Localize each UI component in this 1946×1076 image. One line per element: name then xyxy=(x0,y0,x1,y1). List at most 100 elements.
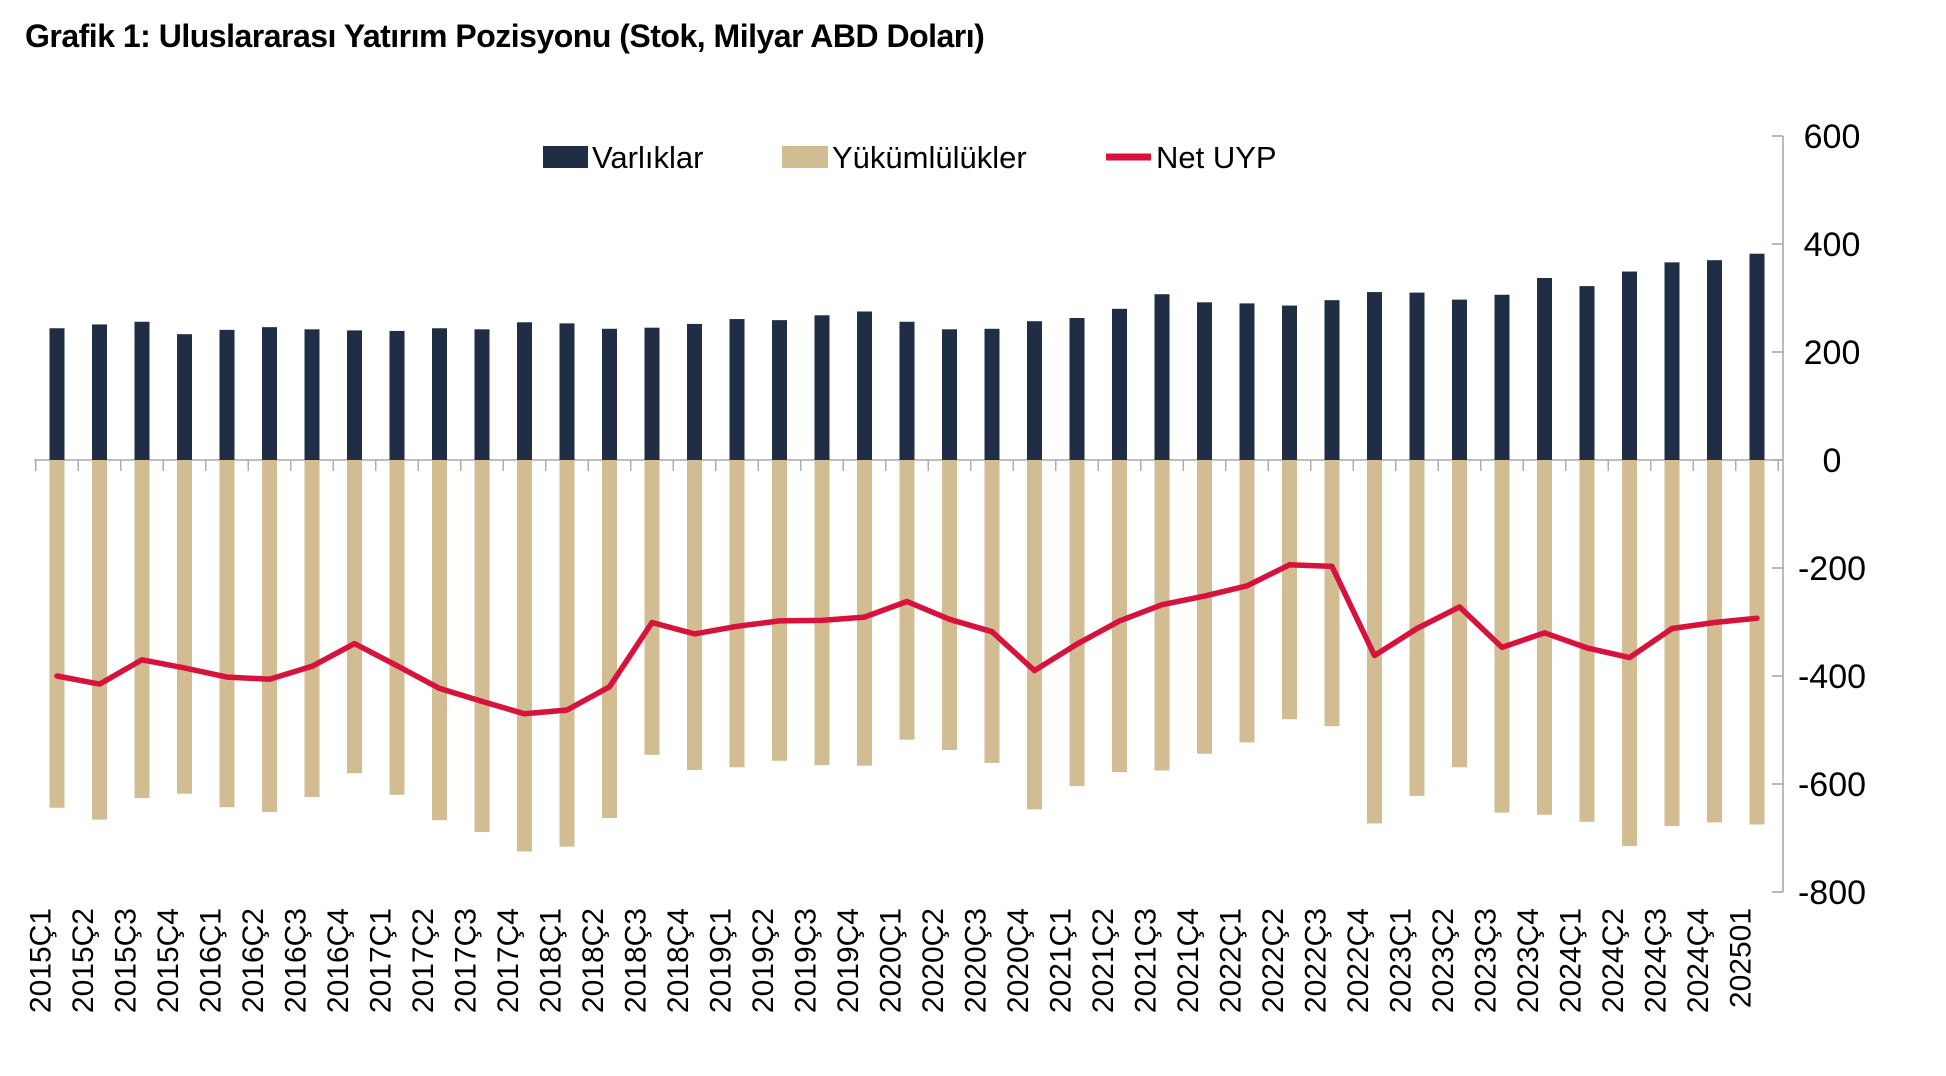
bar-varliklar xyxy=(1197,302,1212,460)
bar-varliklar xyxy=(134,321,150,460)
x-axis-tick-label: 2024Ç1 xyxy=(1555,908,1588,1013)
x-axis-tick-label: 2021Ç1 xyxy=(1045,908,1078,1013)
bar-yukumlulukler xyxy=(1664,460,1680,827)
x-axis-tick-label: 2015Ç3 xyxy=(110,908,143,1013)
bar-yukumlulukler xyxy=(304,460,320,797)
x-axis-tick-label: 2023Ç2 xyxy=(1427,908,1460,1013)
bar-varliklar xyxy=(474,329,490,460)
bar-varliklar xyxy=(899,321,915,460)
bar-varliklar xyxy=(389,330,405,460)
bar-varliklar xyxy=(347,330,362,460)
x-axis-tick-label: 2017Ç1 xyxy=(365,908,398,1013)
bar-varliklar xyxy=(1112,308,1127,460)
bar-varliklar xyxy=(49,328,65,460)
x-axis-tick-label: 2015Ç1 xyxy=(25,908,58,1013)
x-axis-tick-label: 2017Ç2 xyxy=(407,908,440,1013)
bar-varliklar xyxy=(1239,303,1255,460)
y-axis-tick-label: 200 xyxy=(1804,334,1861,372)
y-axis-tick-label: 0 xyxy=(1823,442,1842,480)
bar-yukumlulukler xyxy=(1707,460,1722,823)
x-axis-tick-label: 2020Ç3 xyxy=(960,908,993,1013)
x-axis-tick-label: 2022Ç2 xyxy=(1257,908,1290,1013)
x-axis-tick-label: 2017Ç3 xyxy=(450,908,483,1013)
bar-varliklar xyxy=(1324,300,1340,460)
x-axis-tick-label: 2018Ç2 xyxy=(577,908,610,1013)
legend-swatch-yukumlulukler xyxy=(782,146,828,168)
bar-varliklar xyxy=(92,324,107,460)
bar-yukumlulukler xyxy=(134,460,150,799)
bar-yukumlulukler xyxy=(1537,460,1552,815)
bar-varliklar xyxy=(602,328,617,460)
bar-varliklar xyxy=(772,320,787,460)
bar-varliklar xyxy=(1579,286,1595,460)
x-axis-tick-label: 2021Ç4 xyxy=(1172,908,1205,1013)
legend: Varlıklar Yükümlülükler Net UYP xyxy=(543,140,1277,175)
bar-varliklar xyxy=(644,327,660,460)
bar-yukumlulukler xyxy=(1749,460,1765,825)
y-axis-tick-label: -400 xyxy=(1798,658,1866,696)
bar-yukumlulukler xyxy=(347,460,362,774)
bar-yukumlulukler xyxy=(262,460,277,813)
bar-varliklar xyxy=(517,322,532,460)
bar-varliklar xyxy=(1622,271,1637,460)
bar-varliklar xyxy=(687,323,702,460)
bar-yukumlulukler xyxy=(177,460,192,794)
bar-varliklar xyxy=(1664,262,1680,460)
bar-varliklar xyxy=(219,329,235,460)
bar-varliklar xyxy=(1707,260,1722,460)
bar-yukumlulukler xyxy=(1197,460,1212,754)
bar-yukumlulukler xyxy=(1324,460,1340,727)
bar-yukumlulukler xyxy=(857,460,872,766)
bar-yukumlulukler xyxy=(49,460,65,808)
bar-varliklar xyxy=(1154,294,1170,460)
x-axis-labels: 2015Ç1 2015Ç2 2015Ç3 2015Ç4 2016Ç1 2016Ç2 2016… xyxy=(25,908,1758,1013)
bar-yukumlulukler xyxy=(1069,460,1085,787)
y-axis-tick-label: -600 xyxy=(1798,766,1866,804)
x-axis-tick-label: 2017Ç4 xyxy=(492,908,525,1013)
bar-yukumlulukler xyxy=(92,460,107,820)
x-axis-tick-label: 2023Ç1 xyxy=(1385,908,1418,1013)
x-axis-tick-label: 2018Ç3 xyxy=(620,908,653,1013)
x-axis-tick-label: 2024Ç3 xyxy=(1640,908,1673,1013)
y-axis-tick-label: -800 xyxy=(1798,874,1866,912)
bar-varliklar xyxy=(1537,278,1552,460)
bar-yukumlulukler xyxy=(1494,460,1510,813)
bar-yukumlulukler xyxy=(729,460,745,768)
y-axis xyxy=(1772,135,1784,893)
x-axis-tick-label: 2024Ç2 xyxy=(1597,908,1630,1013)
x-axis-tick-label: 2019Ç4 xyxy=(832,908,865,1013)
bar-yukumlulukler xyxy=(389,460,405,795)
bar-varliklar xyxy=(1367,292,1382,460)
x-axis-tick-label: 2020Ç1 xyxy=(875,908,908,1013)
bar-yukumlulukler xyxy=(432,460,447,821)
bar-varliklar xyxy=(432,328,447,460)
bar-yukumlulukler xyxy=(1239,460,1255,743)
x-axis-tick-label: 2020Ç4 xyxy=(1002,908,1035,1013)
bar-yukumlulukler xyxy=(984,460,1000,763)
bar-varliklar xyxy=(559,323,575,460)
y-axis-labels: 600 400 200 0 -200 -400 -600 -800 xyxy=(1798,118,1866,912)
bar-yukumlulukler xyxy=(1622,460,1637,847)
bar-yukumlulukler xyxy=(942,460,957,750)
y-axis-tick-label: 600 xyxy=(1804,118,1861,156)
bar-yukumlulukler xyxy=(1154,460,1170,771)
bar-yukumlulukler xyxy=(1282,460,1297,720)
bars-varliklar xyxy=(49,253,1765,460)
bar-varliklar xyxy=(857,311,872,460)
x-axis-tick-label: 2020Ç2 xyxy=(917,908,950,1013)
legend-label-yukumlulukler: Yükümlülükler xyxy=(832,140,1027,175)
y-axis-tick-label: -200 xyxy=(1798,550,1866,588)
bar-varliklar xyxy=(1027,321,1042,460)
x-axis-tick-label: 2019Ç2 xyxy=(747,908,780,1013)
bar-yukumlulukler xyxy=(772,460,787,761)
bar-varliklar xyxy=(1494,294,1510,460)
bar-varliklar xyxy=(729,319,745,460)
x-axis-tick-label: 2024Ç4 xyxy=(1682,908,1715,1013)
bar-varliklar xyxy=(1409,292,1425,460)
x-axis-tick-label: 2021Ç2 xyxy=(1087,908,1120,1013)
x-axis-tick-label: 2016Ç3 xyxy=(280,908,313,1013)
bar-yukumlulukler xyxy=(1112,460,1127,773)
x-axis-tick-label: 2022Ç3 xyxy=(1300,908,1333,1013)
